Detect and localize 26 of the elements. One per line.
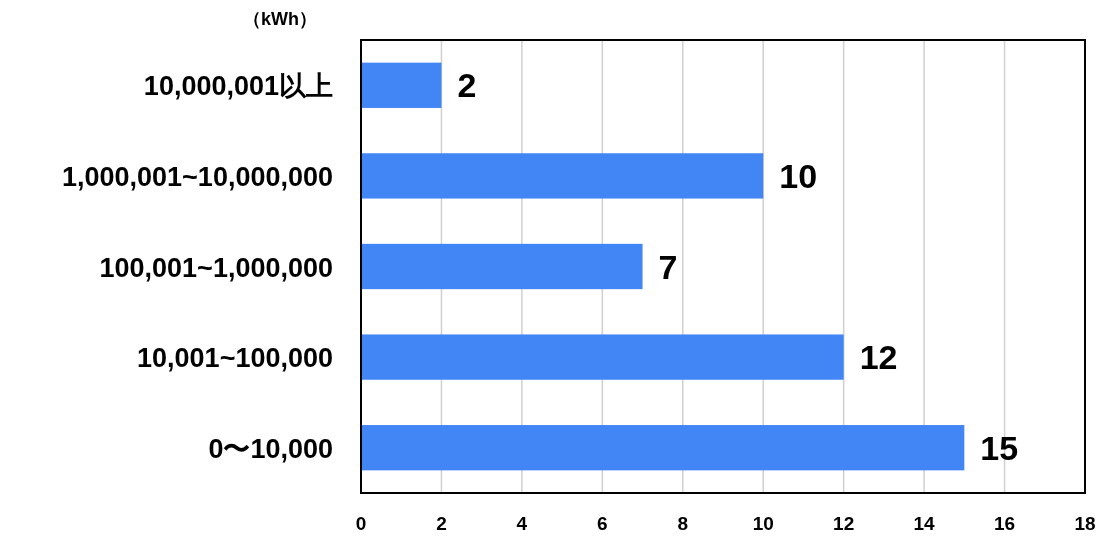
y-tick-label: 0〜10,000 [208, 433, 333, 464]
x-tick-label: 0 [355, 513, 367, 534]
data-label: 2 [457, 66, 477, 105]
x-tick-label: 18 [1074, 513, 1096, 534]
bar [361, 62, 442, 108]
bar [361, 243, 643, 290]
x-tick-label: 4 [516, 513, 528, 534]
x-tick-label: 12 [833, 513, 855, 534]
bar [361, 425, 965, 471]
y-tick-label: 1,000,001~10,000,000 [61, 161, 333, 192]
y-axis-title: （kWh） [243, 9, 317, 29]
x-tick-label: 8 [677, 513, 689, 534]
y-tick-label: 10,001~100,000 [137, 343, 333, 374]
x-tick-label: 2 [436, 513, 447, 534]
x-tick-label: 14 [913, 513, 936, 534]
x-tick-label: 16 [993, 513, 1016, 534]
y-tick-label: 10,000,001以上 [143, 71, 333, 102]
bar [361, 334, 844, 380]
data-label: 12 [859, 338, 898, 377]
data-label: 10 [779, 156, 818, 195]
x-tick-label: 10 [752, 513, 774, 534]
x-tick-label: 6 [597, 513, 608, 534]
data-label: 7 [658, 247, 678, 286]
bar [361, 153, 764, 199]
data-label: 15 [980, 428, 1019, 467]
y-tick-label: 100,001~1,000,000 [99, 252, 333, 283]
